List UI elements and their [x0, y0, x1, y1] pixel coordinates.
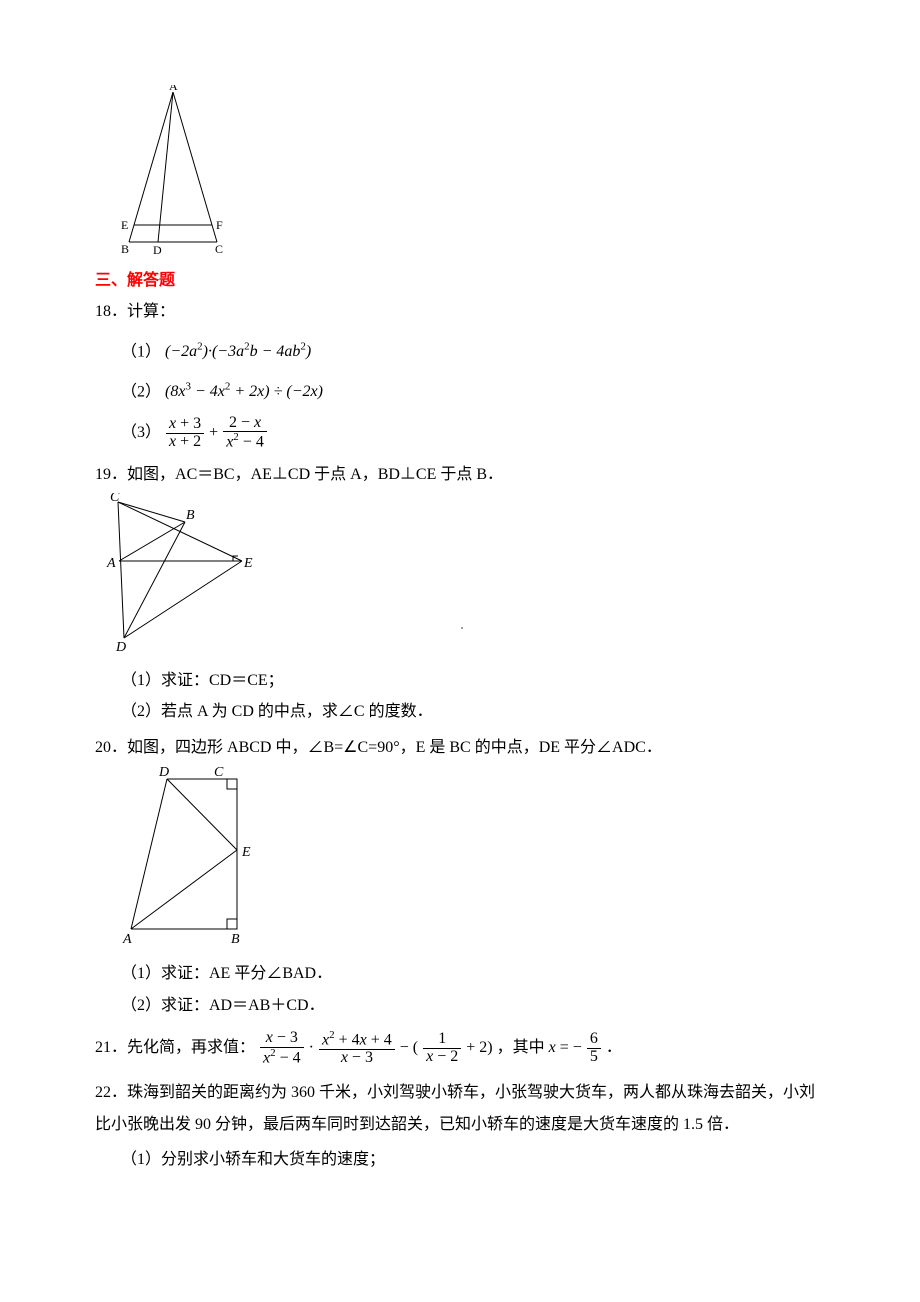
- svg-text:B: B: [121, 242, 129, 255]
- plus-sign: +: [209, 424, 218, 441]
- svg-text:E: E: [121, 218, 128, 232]
- svg-text:C: C: [214, 767, 224, 780]
- svg-text:B: B: [231, 932, 240, 947]
- svg-text:B: B: [186, 508, 195, 523]
- watermark-dot: [461, 627, 463, 629]
- section-heading: 三、解答题: [95, 268, 825, 294]
- svg-text:E: E: [241, 845, 251, 860]
- q21-stem-prefix: 先化简，再求值：: [127, 1039, 255, 1056]
- question-18: 18．计算： （1） (−2a2)·(−3a2b − 4ab2) （2） (8x…: [95, 299, 825, 451]
- figure-triangle-1: A B C D E F: [113, 85, 825, 264]
- q19-stem: 如图，AC＝BC，AE⊥CD 于点 A，BD⊥CE 于点 B．: [127, 466, 503, 483]
- q19-p2: （2）若点 A 为 CD 的中点，求∠C 的度数．: [121, 699, 825, 725]
- q18-p1-label: （1）: [121, 343, 161, 360]
- figure-quadrilateral: D C B A E: [121, 767, 825, 956]
- svg-text:A: A: [106, 556, 116, 571]
- svg-text:A: A: [169, 85, 178, 93]
- q21-number: 21．: [95, 1039, 127, 1056]
- q20-number: 20．: [95, 739, 127, 756]
- svg-text:E: E: [243, 556, 253, 571]
- q18-p3-label: （3）: [121, 424, 161, 441]
- svg-text:A: A: [122, 932, 132, 947]
- q18-stem: 计算：: [127, 303, 175, 320]
- question-21: 21．先化简，再求值： x − 3x2 − 4 · x2 + 4x + 4x −…: [95, 1030, 825, 1067]
- q21-period: ．: [606, 1039, 622, 1056]
- q18-p2-expr: (8x3 − 4x2 + 2x) ÷ (−2x): [165, 383, 323, 400]
- svg-text:C: C: [215, 242, 223, 255]
- q18-p2-label: （2）: [121, 383, 161, 400]
- q18-number: 18．: [95, 303, 127, 320]
- q21-val-num: 6: [587, 1031, 601, 1049]
- q21-expression: x − 3x2 − 4 · x2 + 4x + 4x − 3 − ( 1x − …: [259, 1039, 497, 1056]
- svg-text:D: D: [153, 243, 162, 255]
- q21-where: ，其中: [497, 1039, 545, 1056]
- question-22: 22．珠海到韶关的距离约为 360 千米，小刘驾驶小轿车，小张驾驶大货车，两人都…: [95, 1077, 825, 1173]
- q21-val-den: 5: [587, 1049, 601, 1066]
- q22-p1: （1）分别求小轿车和大货车的速度；: [121, 1147, 825, 1173]
- q18-p3-expr: x + 3x + 2 + 2 − xx2 − 4: [165, 424, 268, 441]
- q19-p1: （1）求证：CD＝CE；: [121, 668, 825, 694]
- figure-triangle-2: C B A E D: [105, 493, 825, 662]
- question-19: 19．如图，AC＝BC，AE⊥CD 于点 A，BD⊥CE 于点 B． C B: [95, 462, 825, 725]
- question-20: 20．如图，四边形 ABCD 中，∠B=∠C=90°，E 是 BC 的中点，DE…: [95, 735, 825, 1018]
- q20-p1: （1）求证：AE 平分∠BAD．: [121, 961, 825, 987]
- q21-x-value: x = − 65: [549, 1039, 606, 1056]
- svg-text:D: D: [158, 767, 169, 780]
- svg-text:F: F: [216, 218, 223, 232]
- q18-p1-expr: (−2a2)·(−3a2b − 4ab2): [165, 343, 311, 360]
- q22-number: 22．: [95, 1084, 127, 1101]
- q20-stem: 如图，四边形 ABCD 中，∠B=∠C=90°，E 是 BC 的中点，DE 平分…: [127, 739, 662, 756]
- svg-text:C: C: [110, 493, 120, 505]
- svg-text:D: D: [115, 640, 126, 653]
- q20-p2: （2）求证：AD＝AB＋CD．: [121, 993, 825, 1019]
- q19-number: 19．: [95, 466, 127, 483]
- q22-stem: 珠海到韶关的距离约为 360 千米，小刘驾驶小轿车，小张驾驶大货车，两人都从珠海…: [95, 1084, 815, 1133]
